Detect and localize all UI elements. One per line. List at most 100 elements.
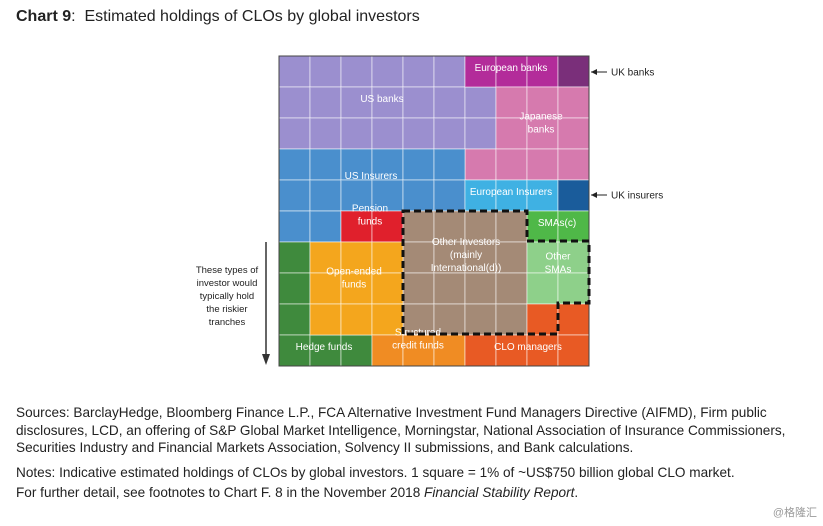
- waffle-square: [371, 117, 404, 150]
- waffle-square: [309, 241, 342, 274]
- label-hedge-funds: Hedge funds: [296, 342, 353, 353]
- category-open-ended-funds: [309, 241, 404, 336]
- label-clo-managers: CLO managers: [494, 342, 562, 353]
- waffle-square: [371, 272, 404, 305]
- waffle-square: [340, 210, 373, 243]
- waffle-square: [433, 117, 466, 150]
- waffle-square: [557, 179, 590, 212]
- external-labels: UK banks UK insurers: [591, 68, 663, 202]
- waffle-square: [340, 241, 373, 274]
- waffle-square: [278, 272, 311, 305]
- waffle-square: [309, 179, 342, 212]
- waffle-square: [557, 334, 590, 367]
- waffle-square: [526, 210, 559, 243]
- waffle-square: [464, 210, 497, 243]
- riskier-tranches-note: These types of investor would typically ho…: [196, 265, 259, 328]
- waffle-square: [526, 148, 559, 181]
- report-title: Financial Stability Report: [424, 485, 575, 500]
- waffle-square: [402, 210, 435, 243]
- side-annotation: These types of investor would typically ho…: [196, 265, 259, 328]
- waffle-square: [495, 241, 528, 274]
- title-text: Estimated holdings of CLOs by global inv…: [84, 8, 420, 25]
- waffle-square: [340, 86, 373, 119]
- waffle-square: [402, 241, 435, 274]
- waffle-square: [557, 241, 590, 274]
- sources-text: Sources: BarclayHedge, Bloomberg Finance…: [16, 405, 786, 455]
- notes-line-2: For further detail, see footnotes to Cha…: [16, 483, 816, 503]
- label-other-investors: Other Investors (mainly International(d)): [431, 237, 502, 274]
- pointer-arrow: [591, 192, 597, 198]
- waffle-square: [495, 86, 528, 119]
- notes-line-2-text: For further detail, see footnotes to Cha…: [16, 485, 425, 500]
- waffle-square: [309, 86, 342, 119]
- waffle-square: [309, 272, 342, 305]
- category-uk-banks: [557, 55, 590, 88]
- waffle-square: [495, 179, 528, 212]
- waffle-square: [371, 55, 404, 88]
- label-pension-funds: Pension funds: [352, 204, 388, 228]
- waffle-square: [495, 303, 528, 336]
- waffle-square: [340, 272, 373, 305]
- label-us-banks: US banks: [360, 94, 403, 105]
- category-uk-insurers: [557, 179, 590, 212]
- waffle-square: [402, 117, 435, 150]
- waffle-square: [464, 86, 497, 119]
- waffle-square: [557, 117, 590, 150]
- waffle-square: [495, 272, 528, 305]
- category-other-smas: [526, 241, 590, 305]
- label-smas: SMAs(c): [538, 218, 576, 229]
- waffle-cells: [278, 55, 590, 367]
- external-label-uk-insurers: UK insurers: [611, 191, 663, 202]
- external-label-uk-banks: UK banks: [611, 68, 654, 79]
- waffle-square: [464, 148, 497, 181]
- waffle-square: [278, 86, 311, 119]
- waffle-square: [557, 148, 590, 181]
- label-open-ended-funds: Open-ended funds: [326, 267, 382, 291]
- category-clo-managers: [464, 303, 590, 367]
- waffle-square: [278, 303, 311, 336]
- riskier-arrow: [262, 242, 270, 365]
- waffle-square: [464, 303, 497, 336]
- chart-title: Chart 9: Estimated holdings of CLOs by g…: [16, 8, 420, 26]
- waffle-square: [402, 86, 435, 119]
- waffle-square: [526, 272, 559, 305]
- waffle-square: [433, 334, 466, 367]
- waffle-square: [433, 179, 466, 212]
- waffle-square: [526, 241, 559, 274]
- label-european-insurers: European Insurers: [470, 187, 552, 198]
- waffle-square: [526, 334, 559, 367]
- category-labels: US banks European banks Japanese banks US In…: [296, 63, 577, 353]
- waffle-chart: US banks European banks Japanese banks US In…: [196, 55, 663, 367]
- waffle-square: [464, 179, 497, 212]
- waffle-square: [402, 334, 435, 367]
- waffle-square: [309, 210, 342, 243]
- waffle-square: [278, 179, 311, 212]
- waffle-square: [402, 148, 435, 181]
- waffle-square: [278, 241, 311, 274]
- waffle-square: [495, 117, 528, 150]
- title-separator: :: [71, 8, 76, 25]
- waffle-square: [557, 210, 590, 243]
- waffle-square: [278, 148, 311, 181]
- waffle-square: [402, 179, 435, 212]
- waffle-square: [433, 86, 466, 119]
- waffle-square: [433, 148, 466, 181]
- chart-number: Chart 9: [16, 8, 72, 25]
- waffle-square: [464, 55, 497, 88]
- waffle-border: [278, 55, 590, 367]
- waffle-square: [402, 272, 435, 305]
- waffle-square: [433, 272, 466, 305]
- waffle-square: [402, 55, 435, 88]
- waffle-square: [464, 334, 497, 367]
- waffle-square: [309, 55, 342, 88]
- riskier-tranches-outline: [401, 209, 591, 336]
- waffle-square: [433, 55, 466, 88]
- waffle-square: [340, 303, 373, 336]
- waffle-square: [464, 117, 497, 150]
- waffle-square: [340, 117, 373, 150]
- label-japanese-banks: Japanese banks: [519, 112, 563, 136]
- waffle-square: [495, 148, 528, 181]
- waffle-square: [526, 117, 559, 150]
- waffle-square: [464, 272, 497, 305]
- category-us-insurers: [278, 148, 466, 243]
